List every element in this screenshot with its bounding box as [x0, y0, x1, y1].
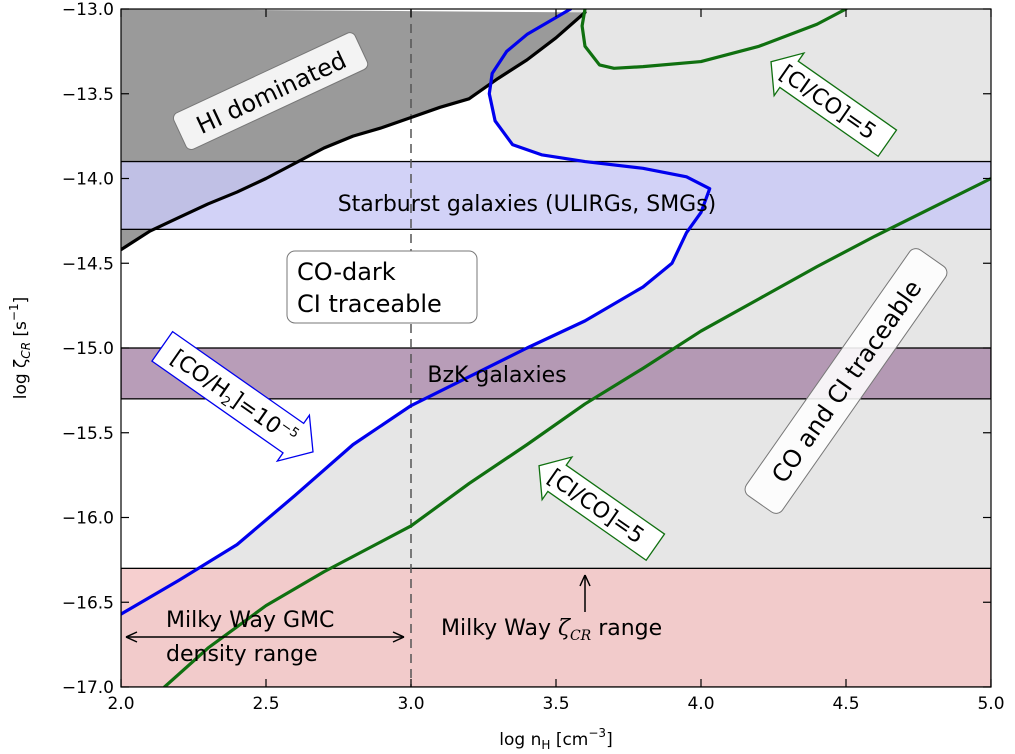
y-tick-label: −16.5	[62, 593, 114, 613]
co-h2-arrow: [CO/H2]=10−5	[151, 330, 314, 463]
x-tick-label: 4.5	[832, 694, 859, 714]
co-dark-label: CO-dark CI traceable	[286, 250, 478, 324]
x-tick-label: 3.0	[397, 694, 424, 714]
series-line-3	[580, 9, 848, 70]
svg-text:CO-dark: CO-dark	[297, 258, 396, 286]
y-tick-label: −14.0	[62, 170, 114, 190]
starburst-label: Starburst galaxies (ULIRGs, SMGs)	[338, 192, 717, 217]
svg-text:CI traceable: CI traceable	[297, 290, 442, 318]
y-tick-label: −17.0	[62, 678, 114, 698]
x-axis-title: log nH [cm−3]	[499, 726, 612, 752]
bzk-label: BzK galaxies	[427, 363, 566, 388]
x-tick-label: 5.0	[977, 694, 1004, 714]
series-line-1	[121, 9, 712, 616]
band-milky-way	[121, 567, 991, 687]
y-tick-label: −13.5	[62, 85, 114, 105]
y-tick-label: −15.0	[62, 339, 114, 359]
mw-gmc-density-annotation: Milky Way GMC density range	[125, 608, 405, 667]
axis-ticks: 2.0 2.5 3.0 3.5 4.0 4.5 5.0 −13.0 −13.5 −14.0 −14.…	[62, 0, 1005, 714]
svg-text:Milky Way GMC: Milky Way GMC	[166, 608, 334, 633]
y-tick-label: −16.0	[62, 509, 114, 529]
series-lines	[121, 9, 991, 687]
series-line-2	[162, 176, 991, 687]
y-tick-label: −14.5	[62, 254, 114, 274]
x-tick-label: 4.0	[687, 694, 714, 714]
x-tick-label: 2.0	[107, 694, 134, 714]
y-tick-label: −15.5	[62, 424, 114, 444]
galaxy-bands	[121, 160, 991, 687]
y-tick-label: −13.0	[62, 0, 114, 20]
band-starburst-galaxies	[121, 160, 991, 231]
svg-text:density range: density range	[166, 642, 318, 667]
mw-zeta-range-annotation: Milky Way ζCR range	[441, 574, 662, 644]
series-line-0	[121, 10, 587, 252]
x-tick-label: 3.5	[542, 694, 569, 714]
svg-text:Milky Way ζCR range: Milky Way ζCR range	[441, 616, 662, 644]
y-axis-title: log ζCR [s−1]	[7, 297, 33, 400]
x-tick-label: 2.5	[252, 694, 279, 714]
